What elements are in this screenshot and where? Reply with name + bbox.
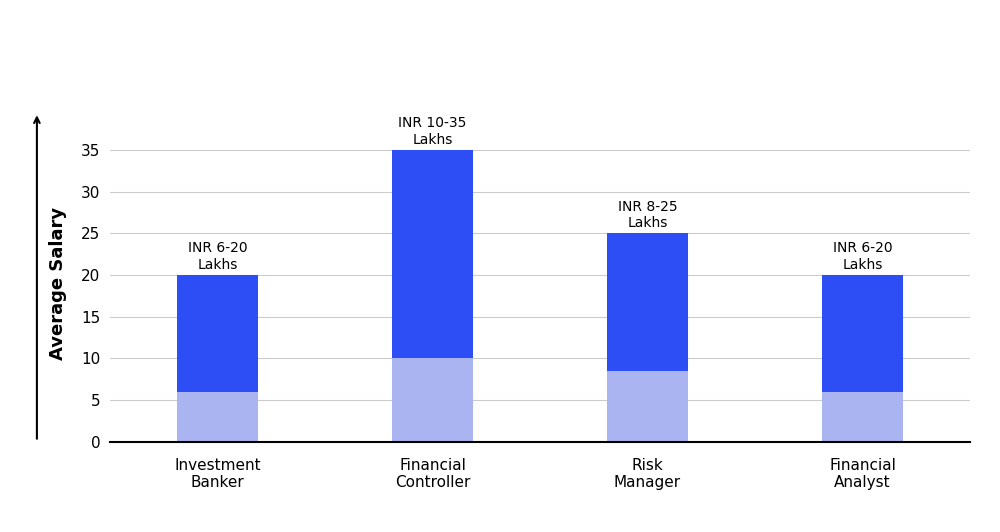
Bar xyxy=(607,234,688,371)
Text: INR 10-35
Lakhs: INR 10-35 Lakhs xyxy=(398,117,467,147)
Text: INR 6-20
Lakhs: INR 6-20 Lakhs xyxy=(833,242,892,272)
Bar xyxy=(392,150,473,358)
Bar xyxy=(177,392,258,442)
Y-axis label: Average Salary: Average Salary xyxy=(49,207,67,360)
Bar xyxy=(392,358,473,442)
Bar xyxy=(822,392,903,442)
Text: INR 8-25
Lakhs: INR 8-25 Lakhs xyxy=(618,200,677,230)
Text: INR 6-20
Lakhs: INR 6-20 Lakhs xyxy=(188,242,247,272)
Bar xyxy=(177,275,258,392)
Bar xyxy=(822,275,903,392)
Bar xyxy=(607,371,688,442)
Text: Job Profiles & Average Salary in PhD for
Working Professional: Job Profiles & Average Salary in PhD for… xyxy=(187,21,813,86)
